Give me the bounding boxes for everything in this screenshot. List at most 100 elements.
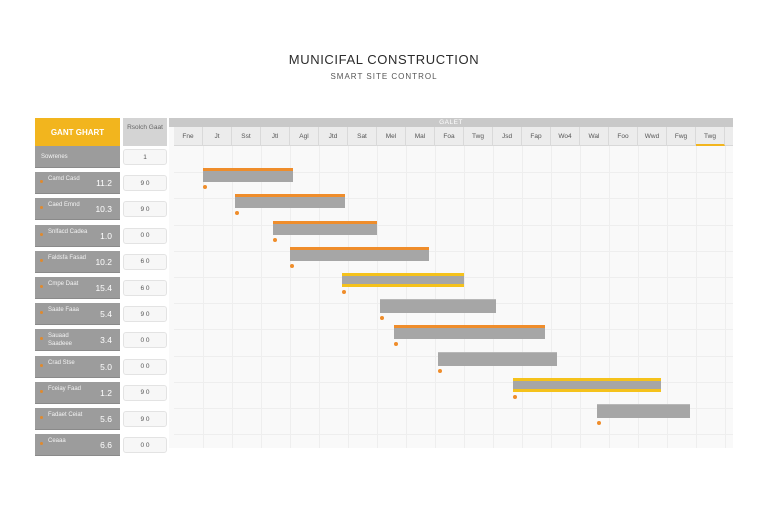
task-list-header: GANT GHART Rsolch Gaat: [35, 118, 167, 146]
task-row[interactable]: Sauaad Saadeee 3.4 0 0: [35, 329, 167, 352]
task-bar[interactable]: [290, 246, 430, 268]
task-dot-icon: [40, 389, 43, 393]
gantt-chart: GALET Fne Jt Sst Jtl Agl Jtd Sat Mel Mal Foa Twg Js…: [169, 118, 733, 448]
task-count-field[interactable]: 9 0: [123, 411, 167, 427]
milestone-dot-icon[interactable]: [290, 263, 294, 268]
timeline-month[interactable]: Foa: [435, 127, 464, 146]
task-count-field[interactable]: 6 0: [123, 253, 167, 270]
timeline-month[interactable]: Mal: [406, 127, 435, 146]
task-row[interactable]: Sowrenes 1: [35, 146, 167, 168]
task-name: Crad Stse: [48, 359, 75, 366]
timeline-month[interactable]: Sst: [232, 127, 261, 146]
timeline-month[interactable]: Jsd: [493, 127, 522, 146]
task-count-field[interactable]: 6 0: [123, 280, 167, 296]
timeline-month[interactable]: Jtl: [261, 127, 290, 146]
task-count-field[interactable]: 9 0: [123, 306, 167, 323]
grid-line: [551, 146, 552, 448]
task-bar-fill: [597, 404, 691, 418]
grid-line: [174, 172, 733, 174]
task-dot-icon: [40, 232, 43, 236]
timeline-month[interactable]: Foo: [609, 127, 638, 146]
task-bar-fill: [272, 220, 377, 235]
task-bar[interactable]: [272, 220, 377, 242]
task-row[interactable]: Saate Faaa 5.4 9 0: [35, 303, 167, 326]
task-name-cell: Camd Casd 11.2: [35, 172, 120, 195]
task-list-subtitle[interactable]: Rsolch Gaat: [123, 118, 167, 146]
timeline-month[interactable]: Agl: [290, 127, 319, 146]
task-row[interactable]: Camd Casd 11.2 9 0: [35, 172, 167, 195]
task-row[interactable]: Crad Stse 5.0 0 0: [35, 355, 167, 378]
timeline-month[interactable]: Mel: [377, 127, 406, 146]
task-row[interactable]: Ceaaa 6.6 0 0: [35, 434, 167, 457]
grid-line: [319, 146, 320, 448]
task-bar-fill: [342, 273, 464, 287]
task-name-cell: Faldsfa Fasad 10.2: [35, 250, 120, 273]
task-duration: 1.0: [100, 230, 112, 241]
task-bar[interactable]: [437, 351, 557, 373]
task-count-field[interactable]: 9 0: [123, 175, 167, 192]
task-count-field[interactable]: 9 0: [123, 201, 167, 218]
grid-line: [435, 146, 436, 448]
task-row[interactable]: Fadaet Ceiat 5.6 9 0: [35, 408, 167, 430]
task-row[interactable]: Cmpe Daat 15.4 6 0: [35, 277, 167, 299]
task-dot-icon: [40, 206, 43, 210]
task-name: Sauaad Saadeee: [48, 333, 73, 348]
grid-line: [522, 146, 523, 448]
timeline-month[interactable]: Twg: [696, 127, 725, 146]
grid-line: [725, 146, 726, 448]
task-name: Ceaaa: [48, 438, 66, 445]
task-dot-icon: [40, 416, 43, 419]
timeline-month[interactable]: Fne: [174, 127, 203, 146]
timeline-month[interactable]: Wwd: [638, 127, 667, 146]
grid-line: [493, 146, 494, 448]
task-count-field[interactable]: 0 0: [123, 227, 167, 244]
milestone-dot-icon[interactable]: [379, 316, 384, 321]
task-row[interactable]: Faldsfa Fasad 10.2 6 0: [35, 250, 167, 273]
task-name-cell: Fceiay Faad 1.2: [35, 381, 120, 404]
milestone-dot-icon[interactable]: [272, 237, 277, 242]
milestone-dot-icon[interactable]: [203, 185, 207, 190]
task-row[interactable]: Caed Emnd 10.3 9 0: [35, 198, 167, 221]
grid-line: [377, 146, 378, 448]
timeline-month[interactable]: Wal: [580, 127, 609, 146]
timeline-month[interactable]: Wo4: [551, 127, 580, 146]
task-bar[interactable]: [513, 377, 662, 399]
milestone-dot-icon[interactable]: [234, 211, 239, 216]
task-row[interactable]: Fceiay Faad 1.2 9 0: [35, 381, 167, 404]
task-bar[interactable]: [597, 404, 691, 425]
task-bar[interactable]: [394, 325, 546, 347]
task-bar-fill: [394, 325, 546, 340]
timeline-month[interactable]: Fap: [522, 127, 551, 146]
grid-line: [174, 250, 733, 252]
timeline-month[interactable]: Sat: [348, 127, 377, 146]
task-name-cell: Sowrenes: [35, 146, 120, 168]
task-bar[interactable]: [203, 168, 293, 190]
task-count-field[interactable]: 9 0: [123, 384, 167, 401]
task-dot-icon: [40, 311, 43, 315]
task-count-field[interactable]: 0 0: [123, 358, 167, 375]
task-count-field[interactable]: 0 0: [123, 332, 167, 349]
timeline-month[interactable]: Fwg: [667, 127, 696, 146]
task-bar-fill: [234, 194, 346, 209]
grid-line: [174, 434, 733, 436]
timeline-header: Fne Jt Sst Jtl Agl Jtd Sat Mel Mal Foa Twg Jsd Fap Wo…: [174, 127, 733, 146]
task-bar[interactable]: [342, 273, 464, 294]
grid-line: [232, 146, 233, 448]
task-dot-icon: [40, 180, 43, 184]
milestone-dot-icon[interactable]: [342, 290, 347, 294]
task-count-field[interactable]: 0 0: [123, 437, 167, 454]
task-row[interactable]: Snlfacd Cadea 1.0 0 0: [35, 224, 167, 247]
task-bar[interactable]: [234, 194, 346, 216]
timeline-month[interactable]: Jtd: [319, 127, 348, 146]
grid-line: [580, 146, 581, 448]
milestone-dot-icon[interactable]: [597, 421, 602, 425]
timeline-month[interactable]: Jt: [203, 127, 232, 146]
milestone-dot-icon[interactable]: [513, 394, 518, 399]
milestone-dot-icon[interactable]: [437, 368, 442, 373]
task-count-field[interactable]: 1: [123, 149, 167, 165]
task-bar[interactable]: [379, 299, 496, 321]
timeline-month[interactable]: Twg: [464, 127, 493, 146]
milestone-dot-icon[interactable]: [394, 342, 399, 347]
task-name: Caed Emnd: [48, 202, 80, 209]
task-list-title[interactable]: GANT GHART: [35, 118, 120, 146]
